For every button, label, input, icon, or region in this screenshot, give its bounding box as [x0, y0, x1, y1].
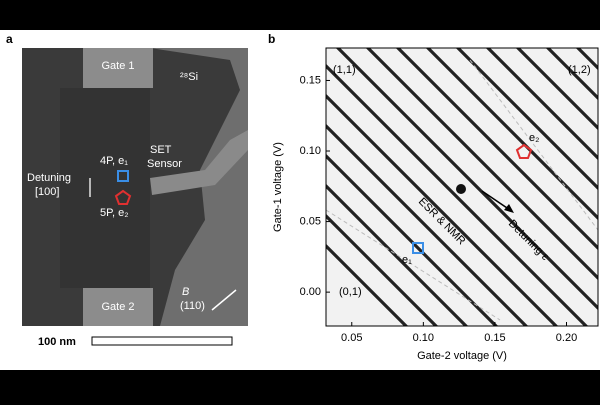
guide-line: [326, 209, 501, 321]
guide-line: [469, 59, 598, 231]
transition-line: [545, 48, 598, 101]
marker: [114, 189, 132, 205]
transition-line: [455, 48, 598, 191]
x-tick-label: 0.10: [413, 332, 434, 344]
transition-line: [515, 48, 598, 131]
arrow: [481, 190, 511, 211]
label: Detuning: [27, 172, 71, 184]
annotation: (1,2): [568, 64, 591, 76]
arrow-head: [504, 204, 514, 213]
label: ²⁸Si: [180, 71, 198, 83]
axis-label: Gate-1 voltage (V): [272, 142, 284, 232]
marker: [515, 143, 533, 159]
annotation: e₁: [402, 254, 412, 266]
y-tick-label: 0.05: [300, 215, 321, 227]
transition-line: [365, 48, 598, 281]
annotation: (0,1): [339, 286, 362, 298]
label: SET: [150, 144, 172, 156]
x-tick-label: 0.20: [556, 332, 577, 344]
label: 5P, e₂: [100, 207, 129, 219]
x-tick-label: 0.05: [341, 332, 362, 344]
transition-line: [326, 93, 559, 326]
label: 4P, e₁: [100, 155, 128, 167]
transition-lines: [326, 48, 598, 326]
label: (110): [180, 300, 205, 312]
annotation: e₂: [529, 132, 539, 144]
transition-line: [326, 123, 529, 326]
scale-label: 100 nm: [38, 336, 76, 348]
transition-line: [485, 48, 598, 161]
arrow: [211, 289, 237, 311]
transition-line: [425, 48, 598, 221]
transition-line: [326, 183, 469, 326]
transition-line: [395, 48, 598, 251]
y-tick-label: 0.10: [300, 145, 321, 157]
marker: [412, 242, 424, 254]
transition-line: [326, 243, 409, 326]
label: Sensor: [147, 158, 182, 170]
axis-label: Gate-2 voltage (V): [417, 350, 507, 362]
label: Gate 1: [101, 60, 134, 72]
label: Gate 2: [101, 301, 134, 313]
scale-bar: [91, 336, 233, 346]
panel-label: b: [268, 32, 275, 46]
panel-label: a: [6, 32, 13, 46]
marker: [456, 184, 466, 194]
y-tick-label: 0.15: [300, 74, 321, 86]
micrograph: [22, 48, 248, 326]
transition-line: [326, 63, 589, 326]
y-tick-label: 0.00: [300, 286, 321, 298]
x-tick-label: 0.15: [484, 332, 505, 344]
label: [100]: [35, 186, 59, 198]
label: B: [182, 286, 189, 298]
marker: [117, 170, 129, 182]
transition-line: [326, 213, 439, 326]
plot-frame: [325, 47, 599, 327]
transition-line: [335, 48, 598, 311]
transition-line: [326, 153, 499, 326]
annotation: (1,1): [333, 64, 356, 76]
